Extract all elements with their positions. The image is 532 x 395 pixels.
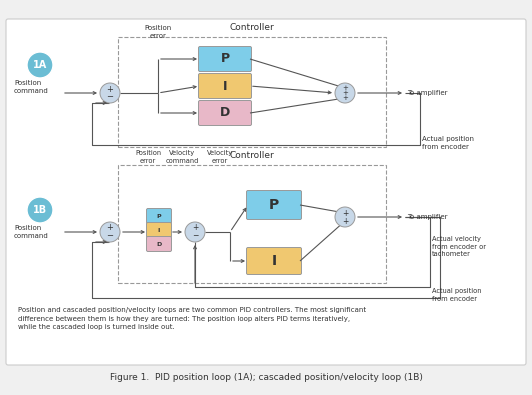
FancyBboxPatch shape: [146, 222, 171, 237]
Circle shape: [185, 222, 205, 242]
Text: Controller: Controller: [230, 151, 275, 160]
FancyBboxPatch shape: [246, 190, 302, 220]
Circle shape: [100, 222, 120, 242]
Circle shape: [335, 83, 355, 103]
Text: Velocity
error: Velocity error: [207, 150, 233, 164]
FancyBboxPatch shape: [146, 209, 171, 224]
Text: P: P: [269, 198, 279, 212]
FancyBboxPatch shape: [246, 248, 302, 275]
Text: To amplifier: To amplifier: [407, 90, 447, 96]
Circle shape: [27, 197, 53, 223]
Text: +: +: [106, 85, 113, 94]
Text: −: −: [106, 92, 113, 102]
Text: +: +: [106, 224, 113, 233]
FancyBboxPatch shape: [6, 19, 526, 365]
Text: Actual position
from encoder: Actual position from encoder: [422, 136, 474, 150]
Text: 1A: 1A: [33, 60, 47, 70]
Text: D: D: [220, 107, 230, 120]
Text: +: +: [342, 95, 348, 101]
Bar: [118, 37, 386, 147]
FancyBboxPatch shape: [146, 237, 171, 252]
Text: 1B: 1B: [33, 205, 47, 215]
Circle shape: [27, 52, 53, 78]
FancyBboxPatch shape: [198, 73, 252, 98]
Text: +: +: [342, 85, 348, 91]
FancyBboxPatch shape: [198, 47, 252, 71]
Text: Actual velocity
from encoder or
tachometer: Actual velocity from encoder or tachomet…: [432, 237, 486, 258]
Text: I: I: [223, 79, 227, 92]
Text: −: −: [106, 231, 113, 241]
Text: D: D: [156, 241, 162, 246]
Text: Controller: Controller: [230, 23, 275, 32]
FancyBboxPatch shape: [198, 100, 252, 126]
Circle shape: [335, 207, 355, 227]
Text: I: I: [271, 254, 277, 268]
Text: Actual position
from encoder: Actual position from encoder: [432, 288, 481, 302]
Text: Position
error: Position error: [135, 150, 161, 164]
Text: To amplifier: To amplifier: [407, 214, 447, 220]
Text: −: −: [192, 231, 198, 241]
Text: +: +: [192, 224, 198, 233]
Text: Position
command: Position command: [14, 225, 49, 239]
Text: P: P: [157, 214, 161, 218]
Text: +: +: [342, 209, 348, 218]
Text: Figure 1.  PID position loop (1A); cascaded position/velocity loop (1B): Figure 1. PID position loop (1A); cascad…: [110, 372, 422, 382]
Text: P: P: [220, 53, 230, 66]
Text: +: +: [342, 90, 348, 96]
Text: I: I: [158, 228, 160, 233]
Circle shape: [100, 83, 120, 103]
Text: Velocity
command: Velocity command: [165, 150, 198, 164]
Text: +: +: [342, 216, 348, 226]
Text: Position and cascaded position/velocity loops are two common PID controllers. Th: Position and cascaded position/velocity …: [18, 307, 366, 330]
Bar: [118, 165, 386, 283]
Text: Position
command: Position command: [14, 80, 49, 94]
Text: Position
error: Position error: [144, 25, 172, 39]
